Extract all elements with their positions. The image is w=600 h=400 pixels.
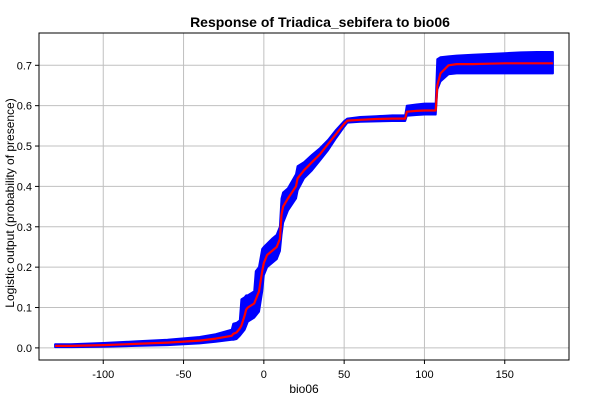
x-axis-label: bio06 bbox=[289, 382, 319, 396]
plot-frame bbox=[38, 32, 570, 361]
y-axis-label: Logistic output (probability of presence… bbox=[3, 98, 17, 307]
chart-title: Response of Triadica_sebifera to bio06 bbox=[190, 14, 450, 30]
y-tick-label: 0.6 bbox=[17, 101, 32, 113]
y-tick-label: 0.3 bbox=[17, 222, 32, 234]
y-tick-label: 0.2 bbox=[17, 262, 32, 274]
y-tick-label: 0.5 bbox=[17, 141, 32, 153]
y-tick-label: 0.4 bbox=[17, 181, 32, 193]
x-tick-label: 50 bbox=[338, 369, 350, 381]
y-tick-label: 0.0 bbox=[17, 343, 32, 355]
axes: -100 -50 0 50 100 150 0.0 0.1 0.2 0.3 0.4 0.5 0.6 0.7 bbox=[17, 32, 570, 381]
x-tick-label: -100 bbox=[92, 369, 114, 381]
grid bbox=[39, 33, 569, 360]
plot-area bbox=[54, 51, 554, 349]
confidence-band bbox=[54, 51, 554, 349]
x-tick-label: 150 bbox=[496, 369, 514, 381]
x-tick-label: -50 bbox=[176, 369, 192, 381]
y-tick-label: 0.1 bbox=[17, 303, 32, 315]
y-tick-label: 0.7 bbox=[17, 60, 32, 72]
x-tick-label: 100 bbox=[415, 369, 433, 381]
x-tick-label: 0 bbox=[261, 369, 267, 381]
mean-response-line bbox=[55, 62, 553, 347]
